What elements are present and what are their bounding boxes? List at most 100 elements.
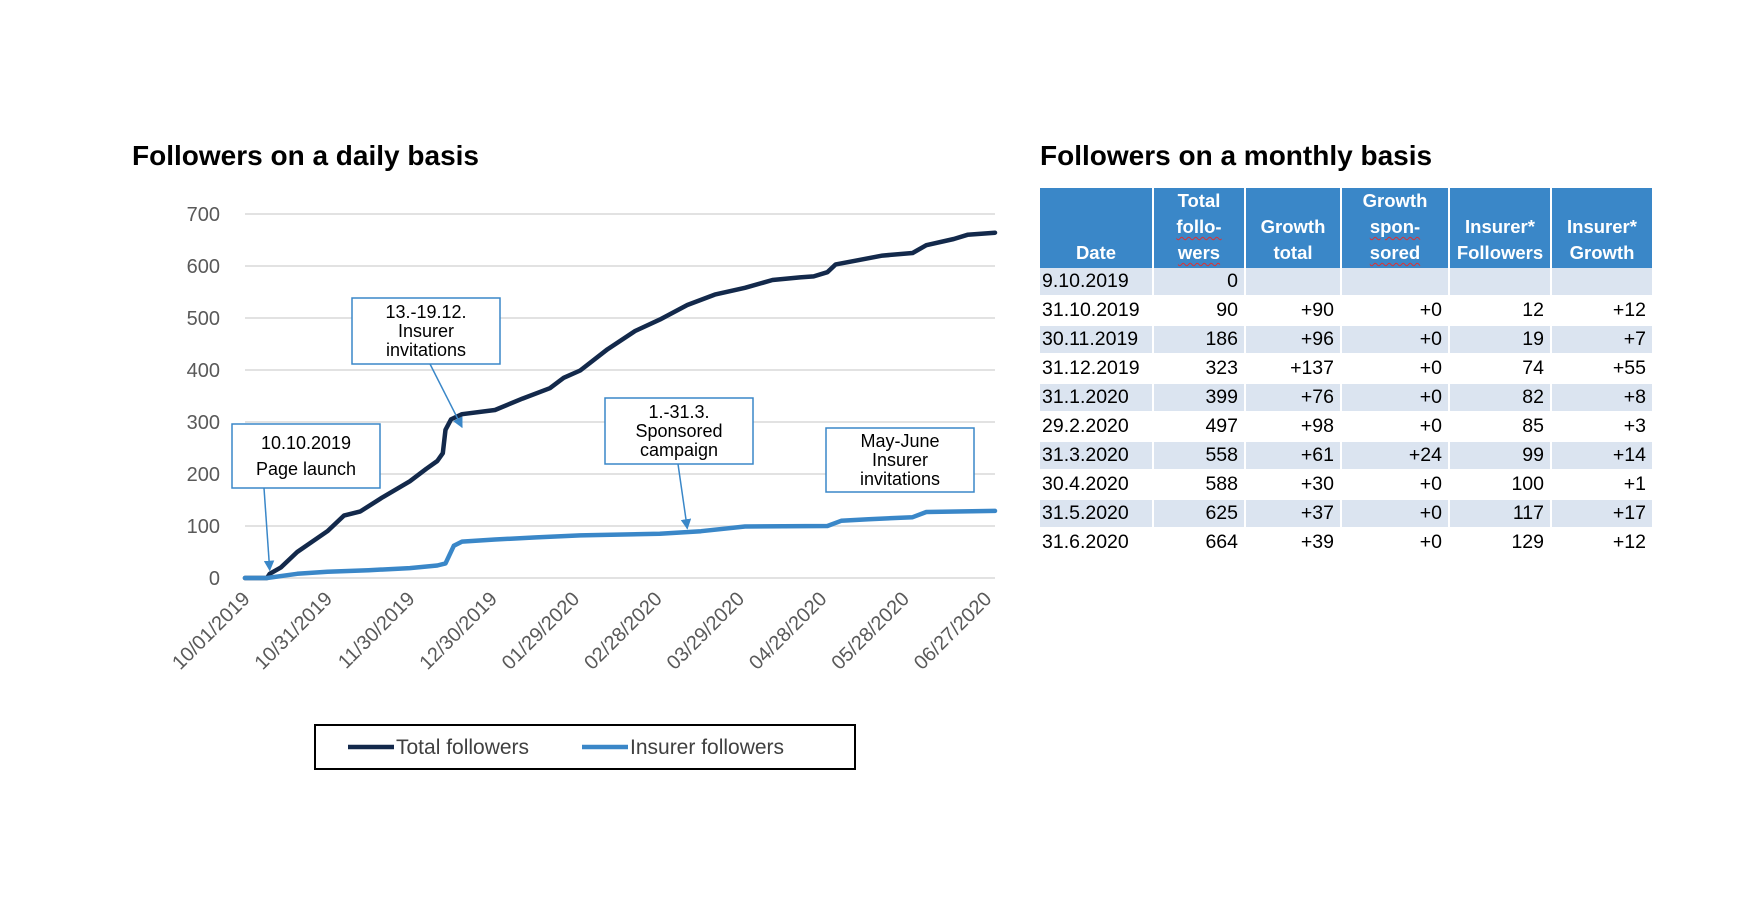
table-cell bbox=[1552, 268, 1652, 297]
header-line: Insurer* bbox=[1465, 216, 1535, 237]
table-cell: +61 bbox=[1246, 442, 1342, 471]
table-row: 31.1.2020 399 +76 +0 82 +8 bbox=[1040, 384, 1652, 413]
table-cell: +76 bbox=[1246, 384, 1342, 413]
table-cell: 31.12.2019 bbox=[1040, 355, 1154, 384]
x-tick-label: 01/29/2020 bbox=[498, 588, 584, 674]
y-tick-label: 500 bbox=[187, 308, 220, 330]
table-cell: +12 bbox=[1552, 529, 1652, 558]
header-line: wers bbox=[1177, 242, 1221, 263]
header-line: Growth bbox=[1260, 216, 1326, 237]
table-cell: 31.5.2020 bbox=[1040, 500, 1154, 529]
annotation-box bbox=[351, 297, 501, 365]
y-tick-label: 200 bbox=[187, 464, 220, 486]
y-tick-label: 0 bbox=[209, 568, 220, 590]
annotation-box bbox=[231, 423, 381, 489]
table-cell: 558 bbox=[1154, 442, 1246, 471]
table-cell: +12 bbox=[1552, 297, 1652, 326]
table-cell: 29.2.2020 bbox=[1040, 413, 1154, 442]
table-cell: +3 bbox=[1552, 413, 1652, 442]
table-row: 30.11.2019 186 +96 +0 19 +7 bbox=[1040, 326, 1652, 355]
table-cell: 399 bbox=[1154, 384, 1246, 413]
table-cell: 90 bbox=[1154, 297, 1246, 326]
annotation-text: 10.10.2019 bbox=[261, 433, 351, 453]
table-cell bbox=[1246, 268, 1342, 297]
table-cell: +96 bbox=[1246, 326, 1342, 355]
annotation-box bbox=[604, 397, 754, 465]
table-cell: +0 bbox=[1342, 471, 1450, 500]
table-row: 31.10.2019 90 +90 +0 12 +12 bbox=[1040, 297, 1652, 326]
annotation-text: Sponsored bbox=[635, 421, 722, 441]
table-header-cell: Date bbox=[1040, 188, 1154, 268]
insurer-followers-line bbox=[242, 508, 998, 581]
daily-chart-title: Followers on a daily basis bbox=[132, 140, 479, 171]
x-tick-label: 10/01/2019 bbox=[168, 588, 254, 674]
table-header-cell: Total follo-wers bbox=[1154, 188, 1246, 268]
table-header-cell: Insurer* Growth bbox=[1552, 188, 1652, 268]
table-row: 9.10.2019 0 bbox=[1040, 268, 1652, 297]
table-cell: 85 bbox=[1450, 413, 1552, 442]
table-cell: 74 bbox=[1450, 355, 1552, 384]
table-cell: 12 bbox=[1450, 297, 1552, 326]
table-row: 31.12.2019 323 +137 +0 74 +55 bbox=[1040, 355, 1652, 384]
table-cell: +8 bbox=[1552, 384, 1652, 413]
table-cell: 31.1.2020 bbox=[1040, 384, 1154, 413]
table-cell: +0 bbox=[1342, 297, 1450, 326]
table-cell: 664 bbox=[1154, 529, 1246, 558]
header-line: follo- bbox=[1176, 216, 1222, 237]
table-row: 31.5.2020 625 +37 +0 117 +17 bbox=[1040, 500, 1652, 529]
table-cell: 129 bbox=[1450, 529, 1552, 558]
y-tick-label: 700 bbox=[187, 204, 220, 226]
legend-label-insurer: Insurer followers bbox=[630, 736, 784, 759]
annotation-text: Insurer bbox=[398, 321, 454, 341]
header-line: sored bbox=[1369, 242, 1421, 263]
annotation-text: May-June bbox=[860, 431, 939, 451]
table-cell: +0 bbox=[1342, 384, 1450, 413]
annotation-text: 1.-31.3. bbox=[648, 402, 709, 422]
table-cell: 99 bbox=[1450, 442, 1552, 471]
table-cell: 82 bbox=[1450, 384, 1552, 413]
table-cell: 497 bbox=[1154, 413, 1246, 442]
table-cell: 117 bbox=[1450, 500, 1552, 529]
x-tick-label: 10/31/2019 bbox=[251, 588, 337, 674]
y-tick-label: 100 bbox=[187, 516, 220, 538]
monthly-table-title: Followers on a monthly basis bbox=[1040, 140, 1433, 171]
y-tick-label: 600 bbox=[187, 256, 220, 278]
table-header-row: Date Total follo-wers Growth total Growth spon… bbox=[1040, 188, 1652, 268]
table-cell: +55 bbox=[1552, 355, 1652, 384]
table-row: 29.2.2020 497 +98 +0 85 +3 bbox=[1040, 413, 1652, 442]
table-cell: 19 bbox=[1450, 326, 1552, 355]
annotation-text: invitations bbox=[386, 340, 466, 360]
x-tick-label: 05/28/2020 bbox=[828, 588, 914, 674]
table-cell: +98 bbox=[1246, 413, 1342, 442]
annotation-text: Page launch bbox=[256, 459, 356, 479]
x-tick-label: 12/30/2019 bbox=[415, 588, 501, 674]
annotation-arrow bbox=[677, 463, 692, 530]
table-cell: 100 bbox=[1450, 471, 1552, 500]
table-cell: +17 bbox=[1552, 500, 1652, 529]
header-line: Total bbox=[1177, 190, 1221, 211]
table-cell: +0 bbox=[1342, 500, 1450, 529]
header-line: Growth bbox=[1362, 190, 1428, 211]
table-cell: +7 bbox=[1552, 326, 1652, 355]
table-cell: 31.6.2020 bbox=[1040, 529, 1154, 558]
table-cell: +137 bbox=[1246, 355, 1342, 384]
header-line: Followers bbox=[1456, 242, 1544, 263]
annotation-arrow bbox=[263, 487, 275, 572]
annotation-text: campaign bbox=[640, 440, 718, 460]
table-cell: +24 bbox=[1342, 442, 1450, 471]
annotation-text: Insurer bbox=[872, 450, 928, 470]
header-line: spon- bbox=[1369, 216, 1421, 237]
table-cell: +37 bbox=[1246, 500, 1342, 529]
x-tick-label: 06/27/2020 bbox=[910, 588, 996, 674]
table-row: 31.3.2020 558 +61 +24 99 +14 bbox=[1040, 442, 1652, 471]
table-cell: +1 bbox=[1552, 471, 1652, 500]
header-line: total bbox=[1273, 242, 1313, 263]
table-header-cell: Growth total bbox=[1246, 188, 1342, 268]
table-cell: +39 bbox=[1246, 529, 1342, 558]
header-line: Growth bbox=[1569, 242, 1635, 263]
table-row: 30.4.2020 588 +30 +0 100 +1 bbox=[1040, 471, 1652, 500]
table-cell bbox=[1342, 268, 1450, 297]
x-tick-label: 02/28/2020 bbox=[580, 588, 666, 674]
table-cell: 625 bbox=[1154, 500, 1246, 529]
